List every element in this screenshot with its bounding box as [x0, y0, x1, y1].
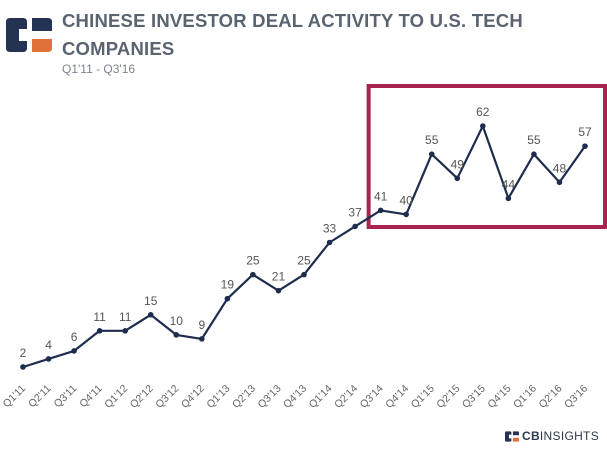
x-tick-label: Q4'13	[281, 383, 309, 411]
data-label: 25	[297, 254, 311, 268]
data-point	[199, 336, 205, 342]
data-point	[454, 175, 461, 182]
x-tick-label: Q1'16	[511, 383, 539, 411]
x-tick-label: Q1'12	[102, 383, 130, 411]
data-label: 19	[221, 278, 235, 292]
data-label: 44	[502, 177, 516, 191]
data-label: 4	[45, 338, 52, 352]
data-point	[301, 271, 307, 278]
cb-insights-small-logo-icon	[504, 430, 519, 442]
x-tick-label: Q4'14	[383, 383, 411, 411]
data-label: 9	[198, 318, 205, 332]
data-label: 49	[451, 157, 465, 171]
data-point	[173, 332, 180, 338]
x-tick-label: Q2'12	[128, 383, 156, 411]
data-label: 55	[527, 133, 541, 147]
data-label: 21	[272, 270, 286, 284]
data-point	[480, 123, 486, 129]
footer-brand-text: CBINSIGHTS	[522, 429, 599, 443]
data-label: 41	[374, 189, 388, 203]
data-point	[403, 211, 409, 218]
x-tick-label: Q3'11	[52, 383, 80, 411]
x-tick-label: Q2'13	[230, 383, 258, 411]
x-tick-label: Q4'15	[485, 383, 513, 411]
footer-logo: CBINSIGHTS	[504, 429, 599, 443]
data-label: 57	[578, 125, 592, 139]
data-point	[71, 348, 77, 354]
x-tick-label: Q3'16	[562, 383, 590, 411]
data-label: 33	[323, 222, 337, 236]
data-label: 48	[553, 161, 567, 175]
data-point	[326, 239, 333, 246]
x-tick-label: Q1'13	[204, 383, 232, 411]
chart-subtitle: Q1'11 - Q3'16	[62, 62, 136, 76]
data-point	[352, 223, 358, 230]
x-tick-label: Q3'13	[256, 383, 284, 411]
data-label: 62	[476, 105, 490, 119]
data-point	[275, 287, 282, 294]
footer-brand-bold: CB	[521, 429, 540, 443]
x-tick-label: Q2'14	[332, 383, 360, 411]
data-label: 55	[425, 133, 439, 147]
title-line-2: COMPANIES	[62, 38, 175, 59]
data-label: 40	[400, 193, 414, 207]
data-label: 11	[93, 310, 106, 324]
x-tick-label: Q4'12	[179, 383, 207, 411]
data-label: 2	[20, 346, 27, 360]
x-tick-label: Q1'15	[409, 383, 437, 411]
highlight-box	[366, 84, 607, 229]
x-tick-label: Q1'11	[1, 383, 29, 411]
data-point	[20, 364, 26, 370]
cb-insights-logo-icon	[6, 18, 52, 52]
x-tick-label: Q1'14	[307, 383, 335, 411]
x-tick-label: Q2'16	[537, 383, 565, 411]
data-point	[147, 311, 154, 318]
x-tick-label: Q2'11	[26, 383, 54, 411]
data-point	[224, 295, 231, 302]
data-point	[45, 356, 52, 362]
data-label: 25	[246, 254, 260, 268]
x-tick-label: Q2'15	[434, 383, 462, 411]
x-tick-label: Q3'14	[358, 383, 386, 411]
x-tick-label: Q3'12	[153, 383, 181, 411]
data-label: 15	[144, 294, 158, 308]
x-tick-label: Q4'11	[77, 383, 105, 411]
data-point	[96, 328, 103, 334]
data-point	[582, 143, 588, 149]
data-point	[122, 328, 128, 334]
data-point	[377, 207, 384, 214]
footer-brand-light: INSIGHTS	[539, 429, 599, 443]
data-point	[428, 151, 435, 157]
data-point	[505, 195, 512, 202]
data-point	[531, 151, 537, 157]
title-line-1: CHINESE INVESTOR DEAL ACTIVITY TO U.S. T…	[62, 10, 523, 31]
data-label: 6	[71, 330, 78, 344]
data-point	[556, 179, 563, 186]
data-label: 10	[170, 314, 184, 328]
data-label: 37	[348, 205, 362, 219]
series-line	[21, 124, 587, 369]
data-point	[250, 271, 256, 278]
x-tick-label: Q3'15	[460, 383, 488, 411]
chart-title: CHINESE INVESTOR DEAL ACTIVITY TO U.S. T…	[62, 7, 532, 63]
data-label: 11	[119, 310, 132, 324]
